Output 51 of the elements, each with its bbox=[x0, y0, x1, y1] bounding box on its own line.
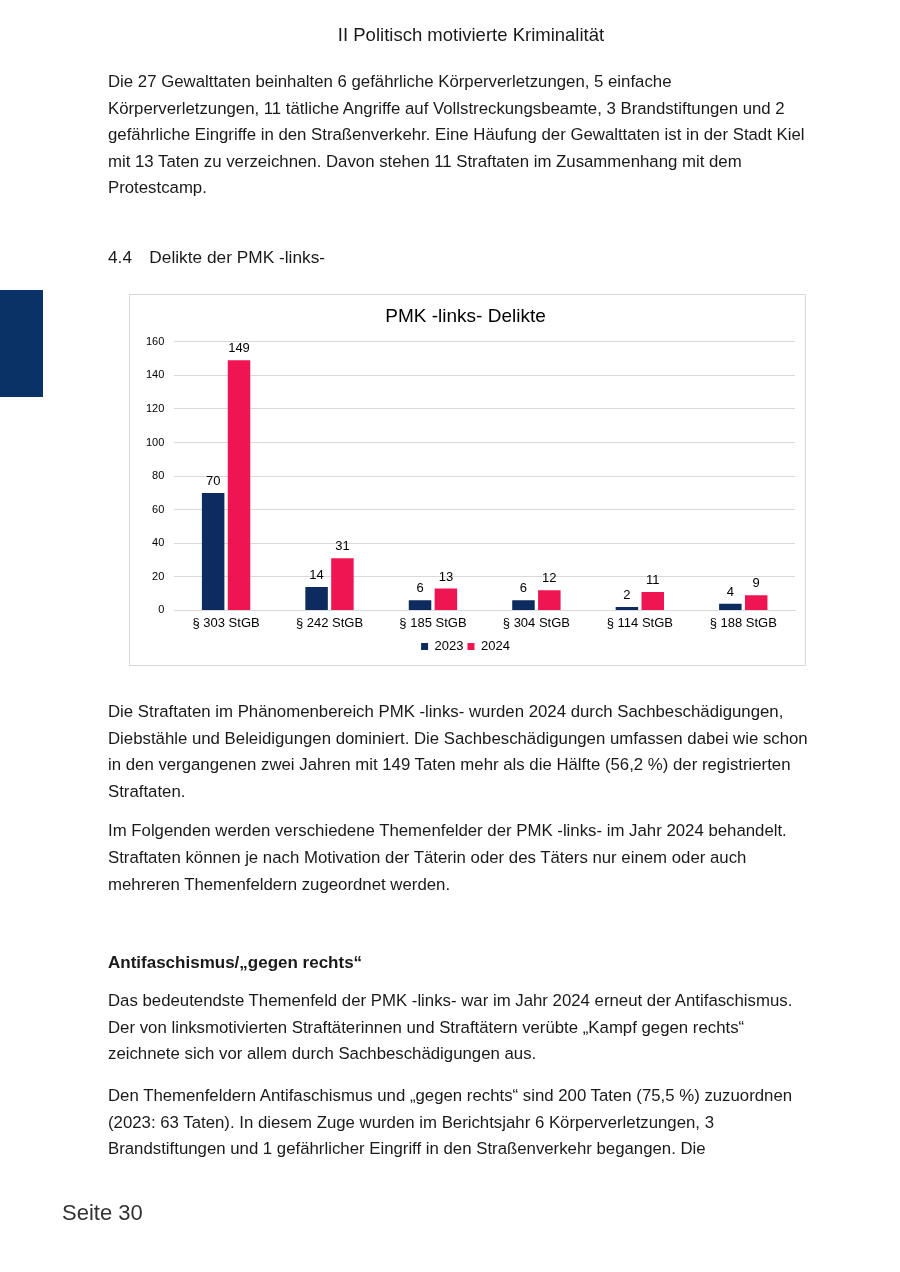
bar bbox=[305, 586, 328, 610]
x-tick-label: § 303 StGB bbox=[192, 614, 260, 630]
data-label: 31 bbox=[335, 538, 350, 554]
bar bbox=[615, 607, 639, 610]
y-tick-label: 40 bbox=[152, 536, 165, 549]
data-label: 4 bbox=[726, 583, 734, 599]
y-tick-label: 20 bbox=[152, 569, 165, 582]
bar bbox=[408, 600, 432, 610]
y-tick-label: 120 bbox=[145, 401, 165, 414]
y-tick-label: 100 bbox=[145, 435, 165, 448]
legend-label: 2023 bbox=[434, 638, 464, 654]
data-label: 2 bbox=[623, 587, 631, 603]
bar bbox=[512, 600, 535, 610]
data-label: 14 bbox=[309, 566, 324, 582]
data-label: 9 bbox=[752, 575, 760, 591]
chart-title: PMK -links- Delikte bbox=[385, 304, 546, 326]
text: Seite 30 bbox=[62, 1199, 143, 1227]
data-label: 6 bbox=[519, 580, 528, 596]
bar bbox=[744, 595, 768, 610]
bar bbox=[227, 360, 251, 610]
y-tick-label: 60 bbox=[152, 502, 165, 515]
bar bbox=[538, 590, 561, 610]
text: 4.4 Delikte der PMK -links- bbox=[108, 245, 327, 269]
bar bbox=[434, 588, 458, 610]
text: Den Themenfeldern Antifaschismus und „gegen rechts“ sind 200 Taten (75,5 %) zuzuordnen (2023: 63 Taten). In diesem Zuge wurden im Berichtsjahr 6 Körperverletzungen, 3 Brandstiftungen und 1 gefährlicher Eingriff in den Straßenverkehr begangen. Die bbox=[108, 1084, 794, 1161]
x-tick-label: § 304 StGB bbox=[502, 614, 571, 630]
data-label: 11 bbox=[646, 571, 660, 587]
text: Die 27 Gewalttaten beinhalten 6 gefährliche Körperverletzungen, 5 einfache Körperverletzungen, 11 tätliche Angriffe auf Vollstreckungsbeamte, 3 Brandstiftungen und 2 gefährliche Eingriffe in den Straßenverkehr. Eine Häufung der Gewalttaten ist in der Stadt Kiel mit 13 Taten zu verzeichnen. Davon stehen 11 Straftaten im Zusammenhang mit dem Protestcamp. bbox=[108, 71, 806, 200]
y-tick-label: 140 bbox=[145, 368, 165, 381]
text: Antifaschismus/„gegen rechts“ bbox=[108, 952, 364, 975]
bar bbox=[331, 558, 354, 610]
data-label: 12 bbox=[542, 570, 557, 586]
text: Das bedeutendste Themenfeld der PMK -links- war im Jahr 2024 erneut der Antifaschismus. Der von linksmotivierten Straftäterinnen und Straftätern verübte „Kampf gegen rechts“ zeichnete sich vor allem durch Sachbeschädigungen aus. bbox=[108, 990, 794, 1066]
data-label: 13 bbox=[438, 568, 454, 584]
x-tick-label: § 114 StGB bbox=[606, 614, 673, 630]
x-tick-label: § 188 StGB bbox=[709, 614, 777, 630]
y-tick-label: 0 bbox=[158, 603, 165, 616]
bar bbox=[201, 492, 225, 610]
data-label: 6 bbox=[416, 580, 424, 596]
legend-label: 2024 bbox=[481, 638, 510, 654]
data-label: 149 bbox=[228, 340, 250, 356]
text: II Politisch motivierte Kriminalität bbox=[336, 24, 606, 46]
text: Die Straftaten im Phänomenbereich PMK -links- wurden 2024 durch Sachbeschädigungen, Diebstähle und Beleidigungen dominiert. Die Sachbeschädigungen umfassen dabei wie schon in den vergangenen zwei Jahren mit 149 Taten mehr als die Hälfte (56,2 %) der registrierten Straftaten. bbox=[108, 700, 809, 803]
bar bbox=[641, 591, 665, 610]
data-label: 70 bbox=[205, 472, 221, 488]
x-tick-label: § 185 StGB bbox=[399, 614, 467, 630]
text: Im Folgenden werden verschiedene Themenfelder der PMK -links- im Jahr 2024 behandelt. Straftaten können je nach Motivation der Täterin oder des Täters nur einem oder auch mehreren Themenfeldern zugeordnet werden. bbox=[108, 820, 788, 896]
y-tick-label: 80 bbox=[152, 469, 165, 482]
y-tick-label: 160 bbox=[145, 334, 165, 347]
bar bbox=[719, 603, 742, 610]
x-tick-label: § 242 StGB bbox=[295, 614, 364, 630]
